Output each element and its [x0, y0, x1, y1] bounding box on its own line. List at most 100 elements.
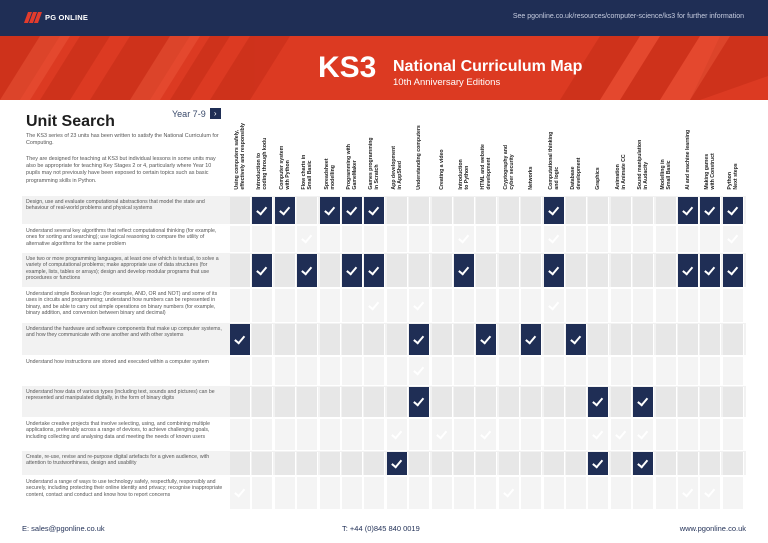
chevron-right-icon[interactable]: ›: [209, 108, 221, 119]
empty-cell: [386, 289, 408, 322]
unit-column-header[interactable]: Programming with GameMaker: [342, 104, 364, 194]
empty-cell: [409, 197, 431, 224]
empty-cell: [566, 289, 587, 322]
empty-cell: [454, 197, 475, 224]
unit-column-header[interactable]: Games programming in Scratch: [364, 104, 386, 194]
empty-cell: [409, 452, 431, 475]
unit-column-header[interactable]: Database development: [566, 104, 588, 194]
empty-cell: [633, 226, 655, 252]
unit-column-header[interactable]: Introduction to Python: [454, 104, 476, 194]
empty-cell: [476, 357, 498, 385]
empty-cell: [431, 254, 453, 287]
empty-cell: [454, 477, 475, 509]
empty-cell: [230, 197, 251, 224]
empty-cell: [297, 357, 319, 385]
empty-cell: [566, 452, 587, 475]
checked-cell: [543, 226, 565, 252]
further-info-link[interactable]: See pgonline.co.uk/resources/computer-sc…: [512, 13, 744, 20]
unit-column-label: Flow charts in Small Basic: [301, 155, 314, 190]
empty-cell: [386, 387, 408, 417]
curriculum-objective: Understand simple Boolean logic (for exa…: [26, 291, 218, 317]
checkmark-icon: [368, 203, 380, 216]
empty-cell: [297, 289, 319, 322]
unit-column-header[interactable]: Networks: [521, 104, 543, 194]
checked-cell: [297, 254, 319, 287]
year-selector[interactable]: Year 7-9 ›: [172, 108, 221, 119]
checked-cell: [364, 197, 386, 224]
unit-column-header[interactable]: AI and machine learning: [678, 104, 700, 194]
checkmark-icon: [682, 486, 694, 498]
unit-column-header[interactable]: Using computers safely, effectively and …: [230, 104, 252, 194]
checked-cell: [543, 197, 565, 224]
empty-cell: [633, 324, 655, 355]
empty-cell: [431, 357, 453, 385]
unit-column-label: HTML and website development: [480, 144, 493, 190]
empty-cell: [610, 452, 632, 475]
unit-column-header[interactable]: Computational thinking and logic: [544, 104, 566, 194]
unit-column-header[interactable]: Python Next steps: [723, 104, 745, 194]
checked-cell: [543, 254, 565, 287]
empty-cell: [588, 254, 610, 287]
empty-cell: [230, 226, 251, 252]
empty-cell: [364, 477, 386, 509]
unit-column-header[interactable]: Spreadsheet modelling: [320, 104, 342, 194]
unit-column-label: AI and machine learning: [685, 130, 692, 190]
checked-cell: [409, 289, 431, 322]
empty-cell: [297, 477, 319, 509]
empty-cell: [252, 289, 274, 322]
empty-cell: [364, 357, 386, 385]
empty-cell: [722, 324, 744, 355]
empty-cell: [252, 452, 274, 475]
unit-column-header[interactable]: Understanding computers: [409, 104, 431, 194]
unit-column-header[interactable]: Sound manipulation in Audacity: [633, 104, 655, 194]
checked-cell: [498, 477, 520, 509]
empty-cell: [521, 357, 543, 385]
empty-cell: [297, 197, 319, 224]
empty-cell: [633, 289, 655, 322]
empty-cell: [319, 477, 341, 509]
footer-website[interactable]: www.pgonline.co.uk: [679, 524, 746, 533]
empty-cell: [678, 324, 699, 355]
unit-column-header[interactable]: Flow charts in Small Basic: [297, 104, 319, 194]
checked-cell: [700, 254, 722, 287]
empty-cell: [543, 387, 565, 417]
unit-column-header[interactable]: App development in AppShed: [387, 104, 409, 194]
checkmark-icon: [637, 395, 649, 407]
unit-column-header[interactable]: Making games with Construct: [700, 104, 722, 194]
checkmark-icon: [637, 456, 649, 469]
empty-cell: [274, 477, 296, 509]
checkmark-icon: [390, 456, 403, 469]
checkmark-icon: [704, 203, 716, 216]
empty-cell: [498, 289, 520, 322]
checkmark-icon: [458, 232, 470, 244]
unit-column-header[interactable]: Cryptography and cyber security: [499, 104, 521, 194]
empty-cell: [431, 452, 453, 475]
empty-cell: [252, 387, 274, 417]
checkmark-icon: [234, 486, 246, 498]
unit-column-header[interactable]: Introduction to coding through kodu: [252, 104, 274, 194]
unit-column-header[interactable]: Graphics: [588, 104, 610, 194]
checked-cell: [633, 419, 655, 450]
empty-cell: [342, 387, 363, 417]
checked-cell: [633, 387, 655, 417]
empty-cell: [678, 357, 699, 385]
empty-cell: [409, 254, 431, 287]
empty-cell: [588, 226, 610, 252]
empty-cell: [700, 289, 722, 322]
checkmark-icon: [614, 427, 627, 440]
pg-online-logo[interactable]: PG ONLINE: [23, 12, 88, 23]
empty-cell: [498, 324, 520, 355]
unit-column-header[interactable]: Animation in Animate CC: [611, 104, 633, 194]
footer-email[interactable]: E: sales@pgonline.co.uk: [22, 524, 105, 533]
unit-column-header[interactable]: Creating a video: [432, 104, 454, 194]
empty-cell: [498, 452, 520, 475]
empty-cell: [230, 254, 251, 287]
unit-column-label: Computational thinking and logic: [547, 132, 560, 190]
empty-cell: [722, 419, 744, 450]
unit-column-header[interactable]: Modelling in Small Basic: [656, 104, 678, 194]
unit-column-header[interactable]: Computer system with Python: [275, 104, 297, 194]
checked-cell: [409, 357, 431, 385]
empty-cell: [700, 419, 722, 450]
unit-column-header[interactable]: HTML and website development: [476, 104, 498, 194]
checkmark-icon: [480, 332, 492, 345]
